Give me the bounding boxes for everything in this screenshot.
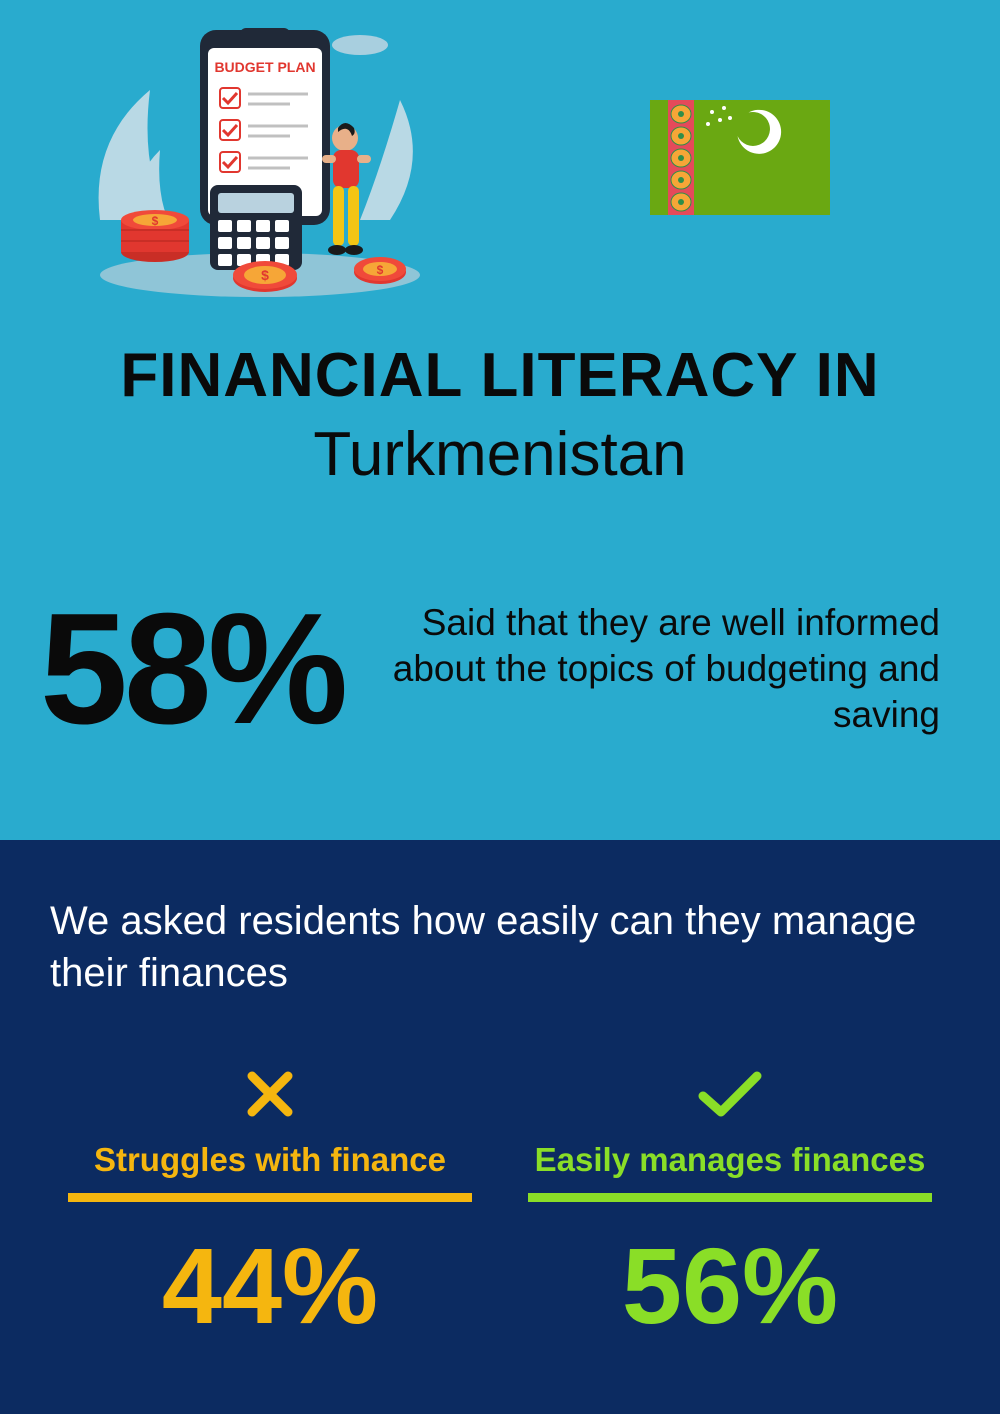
main-stat-percent: 58%: [40, 590, 344, 748]
easy-label: Easily manages finances: [510, 1141, 950, 1179]
easy-percent: 56%: [510, 1232, 950, 1340]
svg-text:$: $: [152, 214, 159, 228]
easy-column: Easily manages finances 56%: [510, 1059, 950, 1340]
struggles-column: Struggles with finance 44%: [50, 1059, 490, 1340]
main-stat-row: 58% Said that they are well informed abo…: [40, 590, 940, 748]
struggles-label: Struggles with finance: [50, 1141, 490, 1179]
title-block: FINANCIAL LITERACY IN Turkmenistan: [0, 340, 1000, 490]
budget-plan-label: BUDGET PLAN: [214, 59, 315, 75]
top-section: BUDGET PLAN: [0, 0, 1000, 840]
easy-rule: [528, 1193, 933, 1202]
survey-question: We asked residents how easily can they m…: [50, 895, 950, 999]
check-icon: [510, 1059, 950, 1129]
turkmenistan-flag-icon: [650, 100, 830, 215]
budget-illustration: BUDGET PLAN: [90, 20, 430, 300]
struggles-percent: 44%: [50, 1232, 490, 1340]
title-line1: FINANCIAL LITERACY IN: [0, 340, 1000, 411]
struggles-rule: [68, 1193, 473, 1202]
bottom-section: We asked residents how easily can they m…: [0, 840, 1000, 1414]
cross-icon: [50, 1059, 490, 1129]
main-stat-description: Said that they are well informed about t…: [374, 600, 940, 739]
svg-text:$: $: [377, 263, 384, 277]
comparison-row: Struggles with finance 44% Easily manage…: [50, 1059, 950, 1340]
svg-text:$: $: [261, 267, 269, 283]
title-line2: Turkmenistan: [0, 419, 1000, 490]
